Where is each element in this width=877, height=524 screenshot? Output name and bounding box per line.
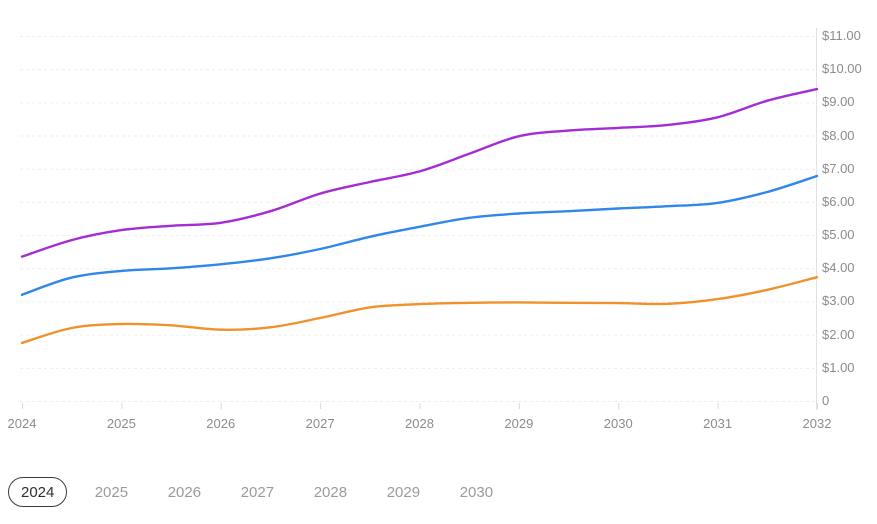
y-axis-label: $10.00 [822,61,862,77]
gridlines [20,36,816,402]
series-lines [20,87,819,345]
y-axis-label: $2.00 [822,326,855,342]
x-axis-label: 2029 [504,416,534,431]
year-filter-option-2026[interactable]: 2026 [155,477,213,507]
x-axis-label: 2026 [206,416,236,431]
x-axis-label: 2028 [405,416,434,431]
x-axis-label: 2030 [603,416,633,431]
y-axis-label: 0 [822,393,830,408]
y-axis-label: $4.00 [822,260,855,276]
year-filter-option-2030[interactable]: 2030 [447,477,505,507]
purple-series-line [20,87,819,258]
year-filter: 2024 2025 2026 2027 2028 2029 2030 [8,477,505,507]
year-filter-option-2024[interactable]: 2024 [8,477,68,507]
x-ticks [22,403,818,409]
x-axis-label: 2031 [703,416,733,431]
orange-series-line [20,276,819,345]
blue-series-line [20,174,819,297]
year-filter-option-2027[interactable]: 2027 [228,477,286,507]
y-axis-label: $11.00 [822,28,861,43]
year-filter-option-2028[interactable]: 2028 [301,477,359,507]
y-axis-label: $9.00 [822,94,855,110]
y-axis-label: $5.00 [822,227,855,243]
y-axis-label: $1.00 [822,359,855,375]
year-filter-option-2025[interactable]: 2025 [82,477,140,507]
y-axis-label: $3.00 [822,293,855,309]
x-axis-label: 2025 [106,416,136,431]
year-filter-option-2029[interactable]: 2029 [374,477,432,507]
x-axis-label: 2024 [7,416,37,431]
x-axis-label: 2027 [305,416,335,431]
x-axis-label: 2032 [802,416,832,431]
y-axis-label: $6.00 [822,193,855,209]
y-axis-label: $8.00 [822,127,855,143]
y-axis-label: $7.00 [822,160,855,176]
